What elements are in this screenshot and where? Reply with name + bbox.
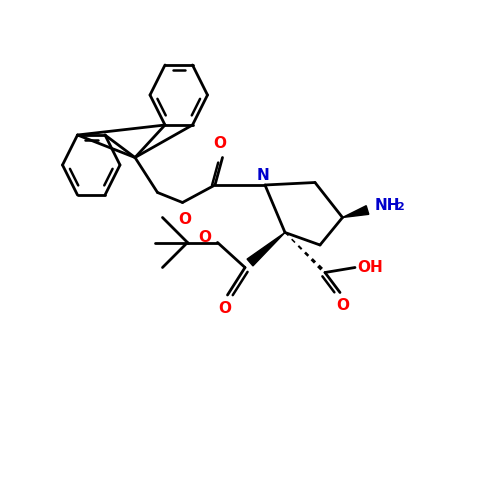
Polygon shape (342, 206, 369, 218)
Text: N: N (256, 168, 269, 182)
Text: OH: OH (358, 260, 384, 275)
Text: O: O (336, 298, 349, 314)
Text: 2: 2 (396, 202, 404, 212)
Text: O: O (214, 136, 226, 152)
Text: O: O (218, 301, 232, 316)
Text: O: O (178, 212, 192, 226)
Polygon shape (247, 232, 285, 266)
Text: O: O (198, 230, 211, 245)
Text: NH: NH (375, 198, 400, 212)
